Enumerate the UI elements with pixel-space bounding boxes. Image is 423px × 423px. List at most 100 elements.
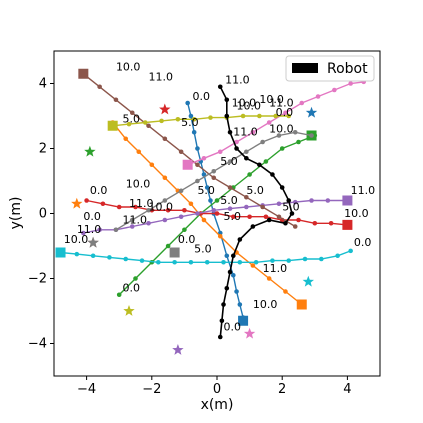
agent-8-end-marker: [107, 120, 118, 131]
robot-trajectory-point: [224, 113, 230, 119]
agent-5-trajectory-line: [82, 73, 296, 228]
agent-8-trajectory-point: [191, 116, 197, 122]
y-tick-label: −4: [28, 337, 47, 352]
agent-4-trajectory-point: [178, 214, 184, 220]
plot-area: 0.05.010.05.011.00.05.010.00.05.010.00.0…: [55, 61, 376, 355]
agent-5-trajectory-point: [244, 194, 249, 200]
agent-5-trajectory-point: [260, 204, 265, 210]
agent-1-trajectory-point: [201, 217, 207, 223]
y-axis-label: y(m): [8, 197, 24, 230]
robot-trajectory-point: [286, 198, 292, 203]
agent-3-trajectory-point: [296, 217, 301, 223]
agent-9-time-label: 5.0: [194, 243, 212, 256]
agent-3-trajectory-point: [231, 214, 236, 220]
agent-6-trajectory-point: [201, 155, 207, 161]
agent-6-trajectory-point: [266, 120, 272, 125]
agent-1-trajectory-point: [123, 136, 129, 142]
agent-4-trajectory-point: [244, 204, 249, 210]
agent-6-trajectory-point: [234, 139, 239, 145]
agent-0-trajectory-point: [224, 253, 230, 259]
agent-3-trajectory-point: [263, 214, 269, 220]
agent-4-time-label: 5.0: [224, 210, 242, 223]
agent-4-trajectory-point: [325, 198, 331, 203]
agent-6-trajectory-point: [283, 110, 288, 116]
x-tick-label: 4: [343, 382, 351, 397]
agent-1-trajectory-point: [188, 201, 194, 207]
agent-3-time-label: 10.0: [344, 207, 369, 220]
agent-5-trajectory-point: [146, 123, 151, 129]
agent-1-trajectory-point: [283, 289, 288, 294]
agent-9-trajectory-point: [156, 259, 161, 265]
robot-trajectory-point: [231, 253, 236, 259]
agent-1-trajectory-point: [217, 233, 223, 239]
agent-6-goal-star: [243, 327, 256, 339]
robot-trajectory-point: [221, 302, 226, 307]
agent-9-trajectory-point: [90, 253, 96, 259]
agent-5-trajectory-point: [227, 185, 233, 190]
agent-7-time-label: 0.0: [178, 233, 196, 246]
agent-7-trajectory-point: [227, 159, 233, 164]
robot-time-label: 0.0: [224, 321, 242, 334]
agent-7-trajectory-point: [276, 133, 282, 138]
agent-0-trajectory-point: [231, 272, 236, 278]
agent-5-trajectory-point: [211, 175, 217, 181]
agent-3-trajectory-point: [116, 204, 122, 210]
agent-7-trajectory-point: [244, 149, 249, 155]
agent-8-trajectory-point: [142, 120, 148, 125]
agent-3-trajectory-point: [133, 204, 138, 210]
agent-4-trajectory-point: [211, 207, 217, 213]
robot-trajectory-point: [257, 162, 262, 168]
robot-time-label: 11.0: [225, 74, 250, 87]
y-tick-label: 2: [39, 142, 47, 157]
legend-robot-swatch: [292, 63, 318, 73]
agent-2-trajectory-point: [263, 159, 269, 164]
agent-8-trajectory-point: [126, 121, 132, 127]
agent-5-trajectory-point: [195, 162, 200, 168]
robot-trajectory-point: [289, 211, 295, 216]
agent-9-trajectory-point: [319, 256, 324, 262]
agent-4-trajectory-point: [276, 201, 282, 207]
agent-4-trajectory-point: [129, 224, 135, 229]
agent-4-trajectory-point: [81, 230, 86, 236]
agent-5-trajectory-point: [113, 97, 119, 103]
robot-trajectory-point: [217, 334, 223, 340]
agent-3-trajectory-point: [247, 214, 252, 220]
agent-9-trajectory-point: [204, 259, 210, 265]
agent-3-trajectory-point: [100, 201, 106, 207]
agent-7-goal-star: [87, 236, 99, 248]
agent-7-trajectory-point: [113, 227, 119, 233]
agent-1-time-label: 11.0: [263, 262, 288, 275]
agent-8-trajectory-point: [159, 118, 164, 124]
robot-trajectory-point: [224, 97, 230, 103]
robot-trajectory-point: [217, 84, 223, 90]
agent-3-trajectory-point: [84, 198, 89, 203]
agent-5-trajectory-point: [292, 224, 298, 229]
x-tick-label: 2: [278, 382, 286, 397]
agent-9-trajectory-point: [270, 258, 275, 263]
agent-8-trajectory-point: [257, 113, 262, 119]
agent-6-trajectory-point: [332, 87, 337, 93]
agent-2-trajectory-point: [296, 139, 301, 145]
agent-6-time-label: 11.0: [269, 96, 294, 109]
agent-5-trajectory-point: [162, 136, 168, 142]
agent-9-trajectory-point: [172, 259, 177, 265]
legend: Robot: [285, 55, 375, 82]
agent-3-trajectory-point: [182, 207, 187, 213]
x-tick-label: −4: [77, 382, 96, 397]
agent-7-end-marker: [169, 247, 180, 258]
agent-2-trajectory-point: [247, 172, 252, 177]
robot-time-label: 10.0: [232, 96, 256, 109]
agent-7-trajectory-point: [309, 133, 314, 138]
agent-9-trajectory-point: [74, 251, 80, 257]
agent-3-end-marker: [342, 219, 353, 230]
agent-1-trajectory-point: [250, 263, 256, 268]
y-tick-label: 0: [39, 207, 47, 222]
axis-ticks: −4 −2 0 2 4 −4 −2 0 2 4: [28, 77, 352, 398]
agent-5-trajectory-point: [97, 84, 102, 90]
agent-9-trajectory-point: [348, 248, 353, 254]
agent-0-trajectory-point: [195, 146, 200, 151]
x-tick-label: 0: [213, 382, 221, 397]
agent-7-trajectory-point: [260, 139, 265, 145]
agent-4-time-label: 11.0: [351, 184, 376, 197]
